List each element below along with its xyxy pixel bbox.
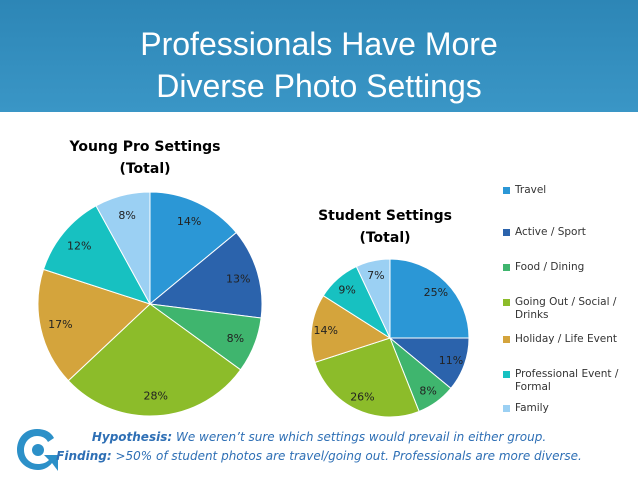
student-label-going-out-social-drinks: 26% xyxy=(350,391,374,404)
footer-text: Hypothesis: We weren’t sure which settin… xyxy=(0,428,638,466)
young-pro-label-going-out-social-drinks: 28% xyxy=(144,390,168,403)
finding-line: Finding: >50% of student photos are trav… xyxy=(0,447,638,466)
young-pro-pie-chart: 14% 13% 8% 28% 17% 12% 8% xyxy=(37,191,263,417)
page-title-line-1: Professionals Have More xyxy=(140,26,498,62)
young-pro-slice-family xyxy=(95,191,151,305)
legend-swatch-going-out-social-drinks xyxy=(503,299,510,306)
swirl-logo-icon xyxy=(17,429,58,471)
young-pro-slice-professional-event-formal xyxy=(42,205,152,305)
student-title-line-1: Student Settings xyxy=(318,208,452,224)
legend-swatch-professional-event-formal xyxy=(503,371,510,378)
student-pie-chart: 25% 11% 8% 26% 14% 9% 7% xyxy=(310,258,470,418)
legend-label-holiday-life-event: Holiday / Life Event xyxy=(515,333,618,345)
legend-label-food-dining: Food / Dining xyxy=(515,261,585,273)
legend-swatch-holiday-life-event xyxy=(503,336,510,343)
student-label-food-dining: 8% xyxy=(419,384,436,397)
student-label-active-sport: 11% xyxy=(439,354,463,367)
legend-swatch-family xyxy=(503,405,510,412)
student-chart-title: Student Settings (Total) xyxy=(305,205,465,249)
finding-label: Finding: xyxy=(56,449,112,463)
legend-label-active-sport: Active / Sport xyxy=(515,226,586,238)
young-pro-label-food-dining: 8% xyxy=(227,332,244,345)
student-slice-family xyxy=(355,258,391,339)
student-slice-travel xyxy=(389,258,470,339)
student-label-holiday-life-event: 14% xyxy=(314,324,338,337)
young-pro-slice-active-sport xyxy=(148,231,263,319)
page-title-line-2: Diverse Photo Settings xyxy=(156,68,482,104)
legend-label-professional-event-formal: Professional Event / Formal xyxy=(515,368,619,393)
legend-label-family: Family xyxy=(515,402,549,414)
young-pro-label-holiday-life-event: 17% xyxy=(48,318,72,331)
finding-text: >50% of student photos are travel/going … xyxy=(111,449,582,463)
legend-swatch-active-sport xyxy=(503,229,510,236)
young-pro-slice-travel xyxy=(149,191,238,306)
title-banner: Professionals Have More Diverse Photo Se… xyxy=(0,0,638,112)
student-slice-going-out-social-drinks xyxy=(314,337,420,418)
young-pro-slice-going-out-social-drinks xyxy=(67,303,242,417)
student-slice-holiday-life-event xyxy=(310,294,392,364)
legend-label-travel: Travel xyxy=(515,184,547,196)
young-pro-label-family: 8% xyxy=(118,209,135,222)
hypothesis-text: We weren’t sure which settings would pre… xyxy=(172,430,547,444)
hypothesis-line: Hypothesis: We weren’t sure which settin… xyxy=(0,428,638,447)
student-title-line-2: (Total) xyxy=(359,230,411,246)
hypothesis-label: Hypothesis: xyxy=(91,430,173,444)
legend-swatch-travel xyxy=(503,187,510,194)
student-label-travel: 25% xyxy=(424,286,448,299)
young-pro-label-travel: 14% xyxy=(177,215,201,228)
student-label-family: 7% xyxy=(367,269,384,282)
young-pro-slice-holiday-life-event xyxy=(37,268,151,382)
young-pro-chart-title: Young Pro Settings (Total) xyxy=(60,136,230,180)
young-pro-label-professional-event-formal: 12% xyxy=(67,239,91,252)
young-pro-title-line-2: (Total) xyxy=(119,161,171,177)
legend-swatch-food-dining xyxy=(503,264,510,271)
young-pro-title-line-1: Young Pro Settings xyxy=(69,139,221,155)
young-pro-label-active-sport: 13% xyxy=(226,272,250,285)
legend-label-going-out-social-drinks: Going Out / Social / Drinks xyxy=(515,296,617,321)
student-label-professional-event-formal: 9% xyxy=(338,283,355,296)
